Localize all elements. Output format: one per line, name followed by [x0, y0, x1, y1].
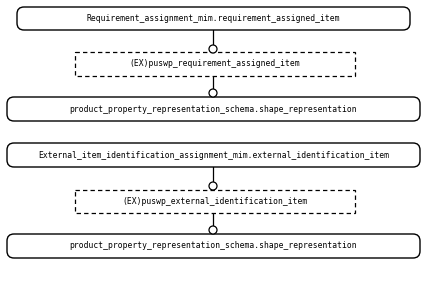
- Text: product_property_representation_schema.shape_representation: product_property_representation_schema.s…: [69, 241, 357, 251]
- Circle shape: [208, 226, 216, 234]
- FancyBboxPatch shape: [7, 97, 419, 121]
- Circle shape: [208, 89, 216, 97]
- Circle shape: [208, 45, 216, 53]
- Circle shape: [208, 182, 216, 190]
- Text: product_property_representation_schema.shape_representation: product_property_representation_schema.s…: [69, 104, 357, 113]
- Text: Requirement_assignment_mim.requirement_assigned_item: Requirement_assignment_mim.requirement_a…: [86, 14, 340, 23]
- FancyBboxPatch shape: [7, 143, 419, 167]
- Bar: [75, 190, 354, 213]
- Text: External_item_identification_assignment_mim.external_identification_item: External_item_identification_assignment_…: [38, 150, 388, 160]
- FancyBboxPatch shape: [17, 7, 409, 30]
- FancyBboxPatch shape: [7, 234, 419, 258]
- Text: (EX)puswp_requirement_assigned_item: (EX)puswp_requirement_assigned_item: [130, 59, 299, 69]
- Text: (EX)puswp_external_identification_item: (EX)puswp_external_identification_item: [122, 197, 307, 206]
- Bar: [75, 52, 354, 76]
